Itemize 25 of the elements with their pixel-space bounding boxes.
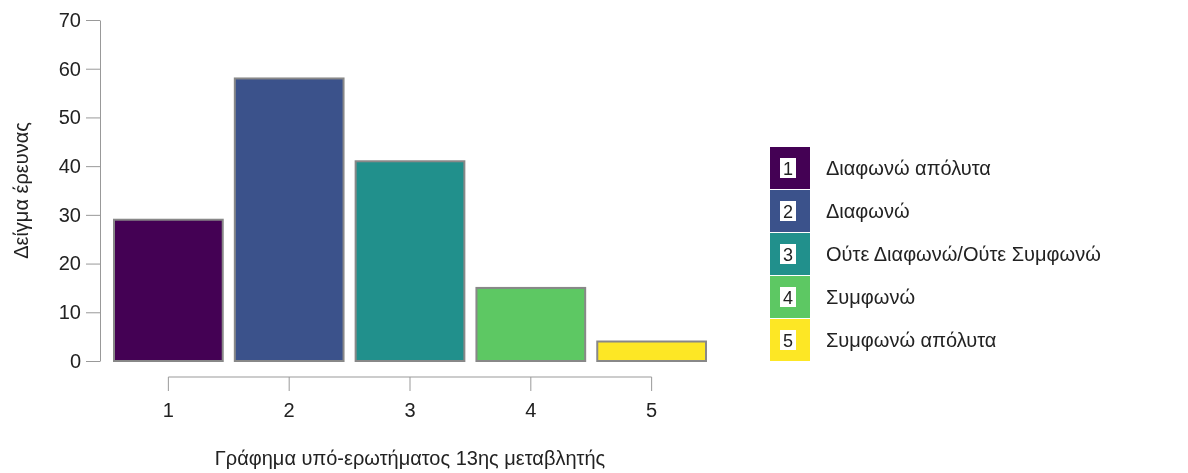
- legend-label: Ούτε Διαφωνώ/Ούτε Συμφωνώ: [826, 243, 1101, 265]
- legend-label: Διαφωνώ απόλυτα: [826, 157, 991, 179]
- legend-label: Συμφωνώ απόλυτα: [826, 329, 997, 351]
- y-tick-label: 30: [58, 203, 81, 226]
- y-tick-label: 60: [58, 57, 81, 80]
- y-tick-label: 20: [58, 252, 81, 275]
- y-tick-label: 50: [58, 106, 81, 129]
- category-label: 3: [782, 245, 794, 265]
- y-tick-label: 0: [69, 349, 81, 372]
- x-tick-label: 2: [283, 399, 295, 421]
- y-tick-label: 10: [58, 301, 81, 324]
- category-label: 4: [782, 288, 794, 308]
- category-label: 1: [782, 159, 794, 179]
- y-axis-title: Δείγμα έρευνας: [10, 121, 32, 259]
- y-tick-label: 40: [58, 155, 81, 178]
- x-tick-label: 3: [404, 399, 416, 421]
- x-axis-title: Γράφημα υπό-ερωτήματος 13ης μεταβλητής: [214, 447, 606, 469]
- legend-label: Διαφωνώ: [826, 200, 910, 222]
- x-tick-label: 4: [525, 399, 537, 421]
- category-label: 5: [782, 331, 794, 351]
- x-tick-label: 1: [162, 399, 174, 421]
- y-tick-label: 70: [58, 8, 81, 31]
- legend-label: Συμφωνώ: [826, 286, 916, 308]
- category-label: 2: [782, 202, 794, 222]
- x-tick-label: 5: [646, 399, 658, 421]
